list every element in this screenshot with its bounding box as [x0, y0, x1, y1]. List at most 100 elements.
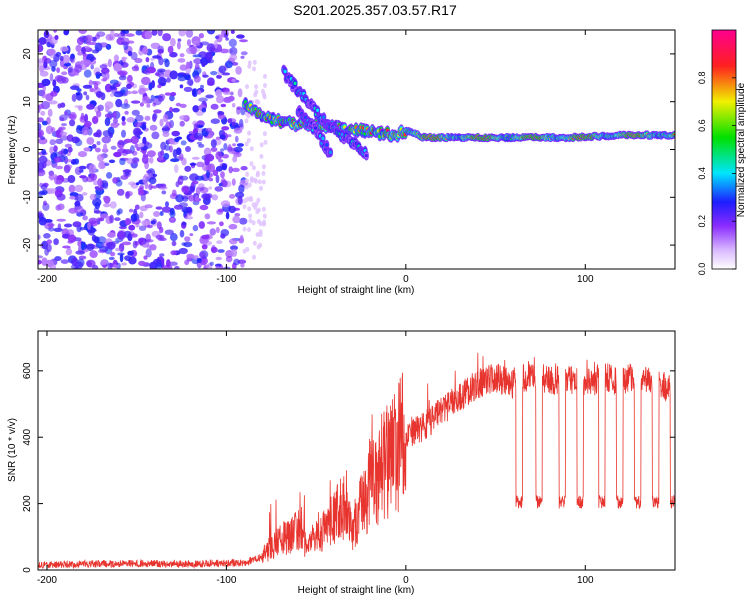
- heatmap-noise-blob: [51, 127, 56, 133]
- heatmap-noise-blob: [157, 77, 167, 86]
- heatmap-noise-blob: [127, 50, 133, 57]
- heatmap-noise-blob: [136, 146, 141, 151]
- heatmap-noise-blob: [215, 265, 221, 269]
- heatmap-noise-blob: [131, 109, 140, 116]
- heatmap-noise-blob: [119, 253, 124, 263]
- heatmap-noise-blob: [259, 185, 263, 191]
- heatmap-noise-blob: [123, 230, 132, 238]
- heatmap-noise-blob: [38, 117, 44, 123]
- heatmap-noise-blob: [152, 55, 162, 59]
- heatmap-noise-blob: [149, 244, 157, 251]
- heatmap-noise-blob: [189, 173, 199, 182]
- heatmap-noise-blob: [162, 125, 170, 134]
- heatmap-noise-blob: [121, 129, 126, 138]
- heatmap-noise-blob: [125, 191, 130, 199]
- heatmap-noise-blob: [67, 67, 73, 73]
- heatmap-noise-blob: [150, 57, 155, 61]
- y-tick-label: 0: [22, 567, 33, 573]
- heatmap-noise-blob: [141, 69, 149, 74]
- heatmap-noise-blob: [69, 112, 77, 121]
- heatmap-noise-blob: [152, 219, 157, 224]
- heatmap-noise-blob: [69, 195, 76, 200]
- heatmap-noise-blob: [115, 98, 123, 108]
- heatmap-noise-blob: [86, 137, 95, 145]
- ridge-core: [364, 153, 368, 158]
- heatmap-noise-blob: [108, 159, 116, 164]
- heatmap-noise-blob: [227, 95, 235, 102]
- heatmap-noise-blob: [240, 55, 245, 59]
- heatmap-noise-blob: [163, 152, 170, 160]
- heatmap-noise-blob: [169, 233, 178, 242]
- heatmap-noise-blob: [233, 146, 243, 153]
- heatmap-noise-blob: [251, 220, 256, 226]
- heatmap-noise-blob: [246, 113, 251, 119]
- heatmap-noise-blob: [262, 213, 267, 219]
- heatmap-noise-blob: [162, 114, 169, 123]
- heatmap-noise-blob: [231, 248, 238, 257]
- heatmap-noise-blob: [95, 73, 101, 79]
- heatmap-x-ticks: -200 -100 0 100: [37, 30, 594, 285]
- x-tick-label: -100: [216, 575, 236, 586]
- heatmap-noise-blob: [87, 222, 91, 230]
- heatmap-noise-blob: [47, 108, 53, 117]
- heatmap-noise-blob: [109, 85, 116, 90]
- heatmap-noise-blob: [204, 153, 215, 162]
- heatmap-noise-blob: [155, 71, 160, 77]
- heatmap-noise-blob: [192, 40, 201, 47]
- heatmap-noise-blob: [174, 265, 180, 269]
- heatmap-noise-blob: [86, 259, 96, 268]
- heatmap-noise-blob: [38, 131, 42, 138]
- heatmap-noise-blob: [151, 131, 160, 140]
- colorbar-gradient: [711, 29, 737, 270]
- heatmap-noise-blob: [186, 39, 192, 47]
- heatmap-noise-blob: [208, 186, 213, 190]
- heatmap-noise-blob: [193, 123, 199, 131]
- heatmap-noise-blob: [149, 124, 158, 131]
- heatmap-noise-blob: [181, 185, 190, 194]
- heatmap-noise-blob: [232, 143, 237, 147]
- heatmap-noise-blob: [41, 149, 47, 155]
- heatmap-noise-blob: [38, 259, 42, 265]
- heatmap-noise-blob: [248, 218, 253, 224]
- heatmap-noise-blob: [220, 148, 225, 152]
- heatmap-noise-blob: [95, 147, 101, 153]
- heatmap-noise-blob: [205, 51, 213, 61]
- heatmap-noise-blob: [141, 122, 147, 131]
- heatmap-noise-blob: [107, 232, 116, 238]
- heatmap-noise-blob: [139, 102, 144, 107]
- heatmap-noise-blob: [254, 89, 259, 95]
- heatmap-noise-blob: [165, 201, 169, 207]
- heatmap-noise-blob: [228, 38, 237, 48]
- colorbar-tick-label: 0.4: [697, 167, 707, 180]
- heatmap-noise-blob: [247, 206, 252, 212]
- heatmap-noise-blob: [128, 181, 136, 186]
- heatmap-noise-blob: [49, 139, 56, 146]
- heatmap-noise-blob: [83, 91, 88, 96]
- heatmap-noise-blob: [46, 239, 52, 244]
- snr-panel: -200 -100 0 100 0 200 400 600 Height of straig…: [7, 330, 676, 596]
- heatmap-noise-blob: [201, 193, 211, 200]
- heatmap-noise-blob: [141, 76, 151, 86]
- heatmap-noise-blob: [93, 210, 102, 214]
- heatmap-noise-blob: [193, 255, 199, 260]
- heatmap-noise-blob: [41, 90, 46, 99]
- heatmap-noise-blob: [112, 118, 118, 124]
- heatmap-noise-blob: [236, 107, 241, 115]
- heatmap-noise-blob: [101, 71, 106, 78]
- heatmap-noise-blob: [117, 141, 127, 146]
- heatmap-noise-blob: [53, 146, 58, 151]
- heatmap-noise-blob: [179, 120, 185, 127]
- heatmap-noise-blob: [160, 141, 167, 151]
- heatmap-noise-blob: [38, 255, 44, 259]
- ridge-core: [328, 150, 333, 155]
- heatmap-noise-blob: [217, 249, 225, 253]
- heatmap-noise-blob: [215, 256, 223, 261]
- heatmap-noise-blob: [146, 150, 156, 158]
- heatmap-noise-blob: [235, 135, 239, 143]
- heatmap-noise-blob: [132, 158, 140, 162]
- heatmap-noise-blob: [244, 184, 249, 190]
- heatmap-noise-blob: [153, 109, 162, 114]
- heatmap-noise-blob: [228, 223, 238, 230]
- heatmap-noise-blob: [153, 211, 161, 217]
- heatmap-noise-blob: [78, 30, 88, 35]
